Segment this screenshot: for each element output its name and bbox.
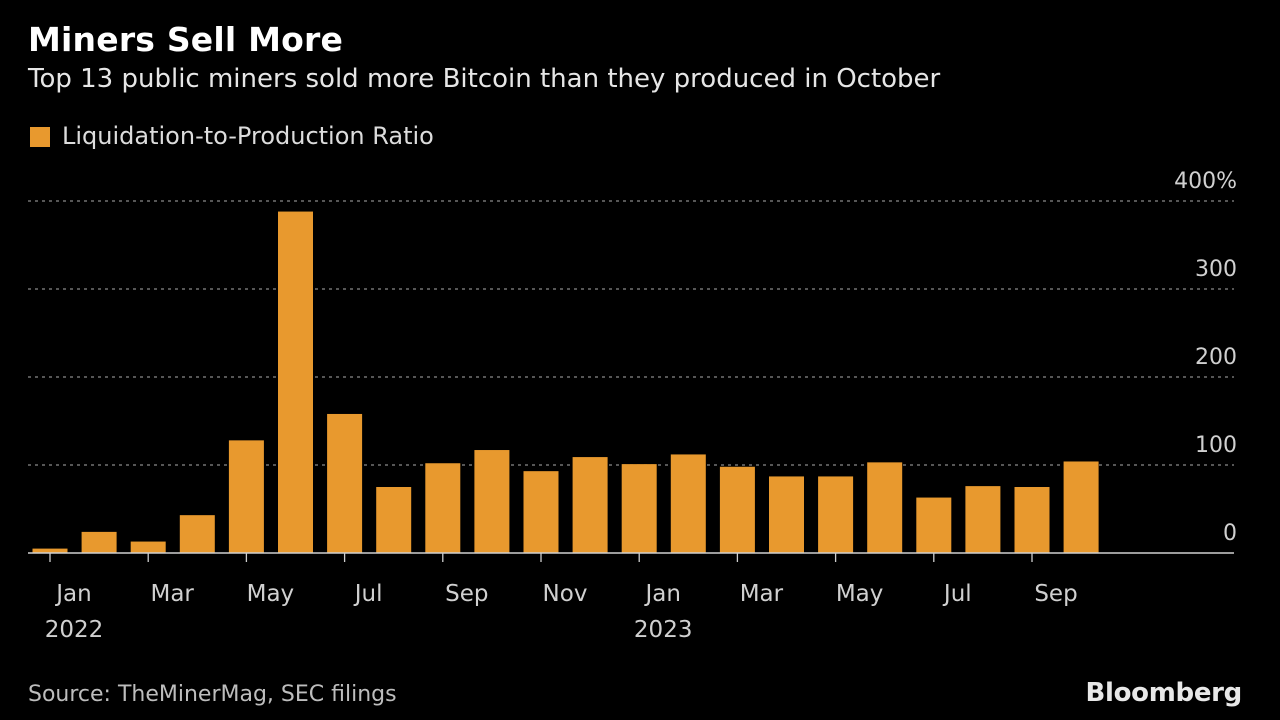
x-tick-label: May <box>247 581 295 607</box>
bar-aug-2023 <box>965 486 1001 553</box>
chart-title: Miners Sell More <box>28 20 344 59</box>
bar-jul-2022 <box>327 413 363 553</box>
bar-nov-2022 <box>523 471 559 553</box>
bar-jan-2022 <box>32 548 68 553</box>
y-tick-label: 100 <box>1195 433 1237 458</box>
x-year-label: 2023 <box>634 617 693 643</box>
x-axis-labels: Jan 2022 Mar May Jul Sep Nov Jan 2023 Mar May Jul Se… <box>45 581 1078 643</box>
legend: Liquidation-to-Production Ratio <box>30 122 434 150</box>
bar-oct-2023 <box>1063 461 1099 553</box>
bloomberg-logo: Bloomberg <box>1085 678 1242 708</box>
bar-jan-2023 <box>621 464 657 553</box>
bar-sep-2023 <box>1014 487 1050 553</box>
x-tick-label: Sep <box>445 581 488 607</box>
bar-apr-2023 <box>769 476 804 553</box>
bar-mar-2022 <box>130 541 166 553</box>
bar-dec-2022 <box>572 457 608 553</box>
y-tick-label: 300 <box>1195 257 1237 282</box>
bar-jun-2023 <box>867 462 903 553</box>
x-tick-label: Jul <box>942 581 972 607</box>
x-tick-label: Mar <box>150 581 194 607</box>
x-tick-label: Jan <box>643 581 680 607</box>
bar-aug-2022 <box>376 487 412 553</box>
x-tick-label: Jul <box>353 581 383 607</box>
bar-may-2022 <box>228 440 264 553</box>
bar-mar-2023 <box>719 466 755 553</box>
x-axis <box>28 552 1234 562</box>
gridlines <box>28 200 1234 466</box>
x-tick-label: Mar <box>740 581 784 607</box>
x-tick-label: Nov <box>543 581 588 607</box>
x-year-label: 2022 <box>45 617 104 643</box>
bar-oct-2022 <box>474 450 510 553</box>
y-tick-label: 400% <box>1174 169 1237 194</box>
chart-subtitle: Top 13 public miners sold more Bitcoin t… <box>28 64 941 94</box>
x-tick-label: May <box>836 581 884 607</box>
source-note: Source: TheMinerMag, SEC filings <box>28 682 397 707</box>
bar-apr-2022 <box>179 515 215 553</box>
legend-label: Liquidation-to-Production Ratio <box>62 122 434 150</box>
bar-feb-2023 <box>670 454 706 553</box>
y-tick-label: 0 <box>1223 521 1237 546</box>
bar-feb-2022 <box>81 531 117 553</box>
x-tick-label: Jan <box>54 581 91 607</box>
bar-jun-2022 <box>278 211 313 553</box>
y-tick-label: 200 <box>1195 345 1237 370</box>
bar-sep-2022 <box>425 463 461 553</box>
bars <box>32 211 1099 553</box>
bar-jul-2023 <box>916 497 952 553</box>
bar-may-2023 <box>818 476 854 553</box>
legend-swatch <box>30 127 50 147</box>
y-axis-labels: 0 100 200 300 400% <box>1174 169 1237 546</box>
x-tick-label: Sep <box>1034 581 1077 607</box>
